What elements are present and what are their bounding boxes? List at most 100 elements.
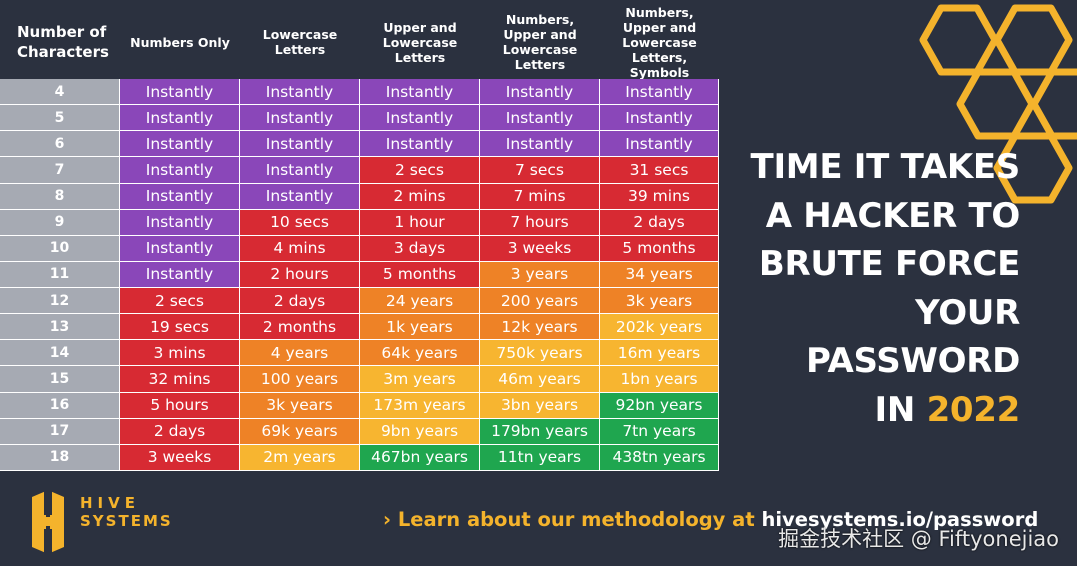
column-header: Lowercase Letters <box>240 5 360 79</box>
crack-time-cell: Instantly <box>120 79 240 106</box>
honeycomb-decoration <box>919 4 1077 204</box>
crack-time-cell: 3 mins <box>120 340 240 367</box>
crack-time-cell: 1k years <box>360 314 480 341</box>
logo-line2: SYSTEMS <box>80 512 173 530</box>
row-character-count: 17 <box>0 418 120 445</box>
crack-time-cell: 46m years <box>480 366 600 393</box>
crack-time-cell: 2 days <box>120 418 240 445</box>
title-line: TIME IT TAKES <box>750 147 1021 187</box>
crack-time-cell: Instantly <box>120 235 240 262</box>
row-character-count: 16 <box>0 392 120 419</box>
crack-time-cell: 9bn years <box>360 418 480 445</box>
column-header: Numbers Only <box>120 5 240 79</box>
crack-time-cell: 750k years <box>480 340 600 367</box>
crack-time-cell: 2 months <box>240 314 360 341</box>
crack-time-cell: Instantly <box>600 105 719 132</box>
crack-time-cell: Instantly <box>600 79 719 106</box>
crack-time-cell: 92bn years <box>600 392 719 419</box>
crack-time-cell: 2 secs <box>360 157 480 184</box>
crack-time-cell: 438tn years <box>600 444 719 471</box>
crack-time-cell: 2m years <box>240 444 360 471</box>
crack-time-cell: Instantly <box>600 131 719 158</box>
crack-time-cell: Instantly <box>360 79 480 106</box>
row-character-count: 18 <box>0 444 120 471</box>
row-character-count: 5 <box>0 105 120 132</box>
crack-time-cell: 39 mins <box>600 183 719 210</box>
crack-time-cell: 3 days <box>360 235 480 262</box>
crack-time-cell: 32 mins <box>120 366 240 393</box>
title-line: IN 2022 <box>728 386 1021 435</box>
crack-time-cell: 2 secs <box>120 288 240 315</box>
crack-time-cell: 202k years <box>600 314 719 341</box>
title-line: YOUR <box>915 292 1020 333</box>
row-character-count: 6 <box>0 131 120 158</box>
hive-logo-text: HIVE SYSTEMS <box>80 494 173 530</box>
crack-time-cell: 173m years <box>360 392 480 419</box>
crack-time-cell: Instantly <box>120 131 240 158</box>
crack-time-cell: 200 years <box>480 288 600 315</box>
methodology-url[interactable]: hivesystems.io/password <box>761 508 1039 531</box>
crack-time-cell: 3 weeks <box>120 444 240 471</box>
row-character-count: 12 <box>0 288 120 315</box>
row-character-count: 9 <box>0 209 120 236</box>
crack-time-cell: Instantly <box>120 261 240 288</box>
crack-time-cell: 5 months <box>360 261 480 288</box>
header-number-of-characters: Number of Characters <box>0 5 120 79</box>
crack-time-cell: Instantly <box>120 183 240 210</box>
crack-time-cell: 2 mins <box>360 183 480 210</box>
crack-time-cell: Instantly <box>240 79 360 106</box>
row-character-count: 15 <box>0 366 120 393</box>
crack-time-cell: 12k years <box>480 314 600 341</box>
column-header: Numbers, Upper and Lowercase Letters, Sy… <box>600 5 719 80</box>
crack-time-cell: Instantly <box>480 131 600 158</box>
crack-time-cell: 7tn years <box>600 418 719 445</box>
crack-time-cell: 100 years <box>240 366 360 393</box>
brute-force-table: Number of Characters Numbers Only Lowercas… <box>0 5 719 471</box>
crack-time-cell: 1bn years <box>600 366 719 393</box>
crack-time-cell: 3m years <box>360 366 480 393</box>
crack-time-cell: Instantly <box>480 105 600 132</box>
title-line: A HACKER TO <box>765 195 1021 236</box>
crack-time-cell: 11tn years <box>480 444 600 471</box>
row-character-count: 8 <box>0 183 120 210</box>
crack-time-cell: 3 weeks <box>480 235 600 262</box>
crack-time-cell: 19 secs <box>120 314 240 341</box>
watermark-text: 掘金技术社区 @ Fiftyonejiao <box>778 527 1059 551</box>
chevron-right-icon: › <box>383 508 392 531</box>
crack-time-cell: 31 secs <box>600 157 719 184</box>
crack-time-cell: 3bn years <box>480 392 600 419</box>
poster-title: TIME IT TAKES A HACKER TO BRUTE FORCE YO… <box>728 143 1021 435</box>
crack-time-cell: 7 mins <box>480 183 600 210</box>
crack-time-cell: 69k years <box>240 418 360 445</box>
crack-time-cell: 2 days <box>600 209 719 236</box>
crack-time-cell: 467bn years <box>360 444 480 471</box>
crack-time-cell: Instantly <box>240 183 360 210</box>
row-character-count: 11 <box>0 261 120 288</box>
crack-time-cell: 5 months <box>600 235 719 262</box>
crack-time-cell: 64k years <box>360 340 480 367</box>
crack-time-cell: Instantly <box>360 105 480 132</box>
row-character-count: 4 <box>0 79 120 106</box>
crack-time-cell: Instantly <box>240 105 360 132</box>
crack-time-cell: 7 secs <box>480 157 600 184</box>
crack-time-cell: Instantly <box>120 157 240 184</box>
row-character-count: 13 <box>0 314 120 341</box>
crack-time-cell: Instantly <box>120 209 240 236</box>
column-header: Upper and Lowercase Letters <box>360 5 480 79</box>
crack-time-cell: 3k years <box>600 288 719 315</box>
row-character-count: 14 <box>0 340 120 367</box>
crack-time-cell: 10 secs <box>240 209 360 236</box>
crack-time-cell: 4 mins <box>240 235 360 262</box>
title-prefix: IN <box>874 389 927 430</box>
crack-time-cell: 179bn years <box>480 418 600 445</box>
crack-time-cell: 2 hours <box>240 261 360 288</box>
crack-time-cell: 7 hours <box>480 209 600 236</box>
crack-time-cell: 1 hour <box>360 209 480 236</box>
title-year: 2022 <box>926 389 1021 430</box>
crack-time-cell: 24 years <box>360 288 480 315</box>
crack-time-cell: 5 hours <box>120 392 240 419</box>
methodology-link[interactable]: › Learn about our methodology at hivesys… <box>383 508 1038 531</box>
crack-time-cell: 2 days <box>240 288 360 315</box>
methodology-text: Learn about our methodology at <box>397 508 762 531</box>
